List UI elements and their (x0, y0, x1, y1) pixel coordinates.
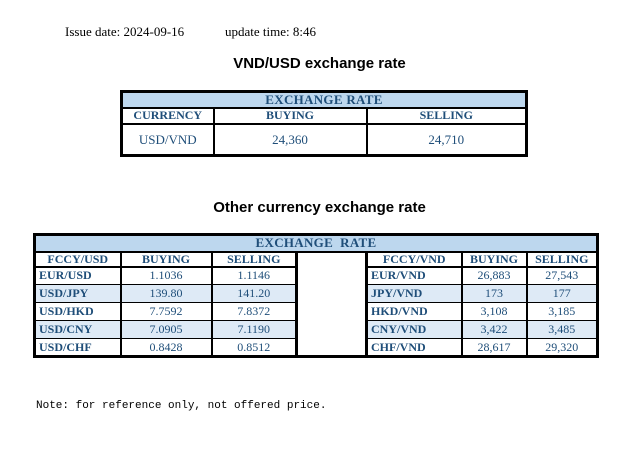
selling-rate-cell: 1.1146 (210, 266, 298, 285)
buying-rate-cell: 139.80 (119, 284, 213, 303)
table-row: USD/JPY 139.80 141.20 JPY/VND 173 177 (33, 284, 599, 303)
currency-pair-cell: CNY/VND (365, 320, 463, 339)
selling-rate-cell: 177 (525, 284, 599, 303)
column-header-buying-left: BUYING (119, 251, 213, 268)
column-header-selling: SELLING (365, 107, 528, 125)
buying-rate-cell: 3,108 (460, 302, 528, 321)
selling-rate-cell: 3,485 (525, 320, 599, 339)
currency-pair-cell: USD/CHF (33, 338, 122, 357)
currency-pair-cell: JPY/VND (365, 284, 463, 303)
buying-rate-cell: 28,617 (460, 338, 528, 357)
currency-pair-cell: USD/JPY (33, 284, 122, 303)
spacer-column (295, 251, 368, 357)
column-header-fccy-usd: FCCY/USD (33, 251, 122, 268)
issue-date-value: 2024-09-16 (123, 24, 185, 39)
table-row: EUR/USD 1.1036 1.1146 EUR/VND 26,883 27,… (33, 266, 599, 285)
table2-title-row: EXCHANGE RATE (33, 234, 599, 253)
currency-pair-cell: HKD/VND (365, 302, 463, 321)
column-header-selling-left: SELLING (210, 251, 298, 268)
table-row: USD/CHF 0.8428 0.8512 CHF/VND 28,617 29,… (33, 338, 599, 357)
currency-pair-cell: USD/VND (120, 123, 215, 157)
selling-rate-cell: 7.1190 (210, 320, 298, 339)
column-header-buying-right: BUYING (460, 251, 528, 268)
selling-rate-cell: 0.8512 (210, 338, 298, 357)
currency-pair-cell: CHF/VND (365, 338, 463, 357)
buying-rate-cell: 173 (460, 284, 528, 303)
table-row: USD/CNY 7.0905 7.1190 CNY/VND 3,422 3,48… (33, 320, 599, 339)
buying-rate-cell: 24,360 (212, 123, 368, 157)
table-row: USD/HKD 7.7592 7.8372 HKD/VND 3,108 3,18… (33, 302, 599, 321)
currency-pair-cell: EUR/VND (365, 266, 463, 285)
update-time-line: update time: 8:46 (225, 24, 316, 40)
selling-rate-cell: 3,185 (525, 302, 599, 321)
table2-column-header-row: FCCY/USD BUYING SELLING FCCY/VND BUYING … (33, 251, 599, 357)
selling-rate-cell: 7.8372 (210, 302, 298, 321)
buying-rate-cell: 7.7592 (119, 302, 213, 321)
vnd-usd-rate-table: EXCHANGE RATE CURRENCY BUYING SELLING US… (120, 90, 528, 158)
selling-rate-cell: 24,710 (365, 123, 528, 157)
buying-rate-cell: 0.8428 (119, 338, 213, 357)
table-row: USD/VND 24,360 24,710 (120, 123, 528, 157)
update-time-label: update time: (225, 24, 290, 39)
currency-pair-cell: USD/HKD (33, 302, 122, 321)
currency-pair-cell: USD/CNY (33, 320, 122, 339)
column-header-currency: CURRENCY (120, 107, 215, 125)
buying-rate-cell: 26,883 (460, 266, 528, 285)
section2-title: Other currency exchange rate (213, 199, 426, 216)
buying-rate-cell: 1.1036 (119, 266, 213, 285)
column-header-selling-right: SELLING (525, 251, 599, 268)
table2-header: EXCHANGE RATE (33, 234, 599, 253)
buying-rate-cell: 7.0905 (119, 320, 213, 339)
footnote: Note: for reference only, not offered pr… (36, 400, 327, 412)
table1-column-header-row: CURRENCY BUYING SELLING (120, 107, 528, 125)
table1-header: EXCHANGE RATE (120, 90, 528, 109)
selling-rate-cell: 141.20 (210, 284, 298, 303)
section1-title: VND/USD exchange rate (233, 55, 406, 72)
table1-title-row: EXCHANGE RATE (120, 90, 528, 109)
other-currency-rate-table: EXCHANGE RATE FCCY/USD BUYING SELLING FC… (33, 233, 600, 358)
currency-pair-cell: EUR/USD (33, 266, 122, 285)
column-header-buying: BUYING (212, 107, 368, 125)
issue-date-label: Issue date: (65, 24, 121, 39)
update-time-value: 8:46 (292, 24, 316, 39)
issue-date-line: Issue date: 2024-09-16 (65, 24, 184, 40)
column-header-fccy-vnd: FCCY/VND (365, 251, 463, 268)
selling-rate-cell: 29,320 (525, 338, 599, 357)
buying-rate-cell: 3,422 (460, 320, 528, 339)
selling-rate-cell: 27,543 (525, 266, 599, 285)
